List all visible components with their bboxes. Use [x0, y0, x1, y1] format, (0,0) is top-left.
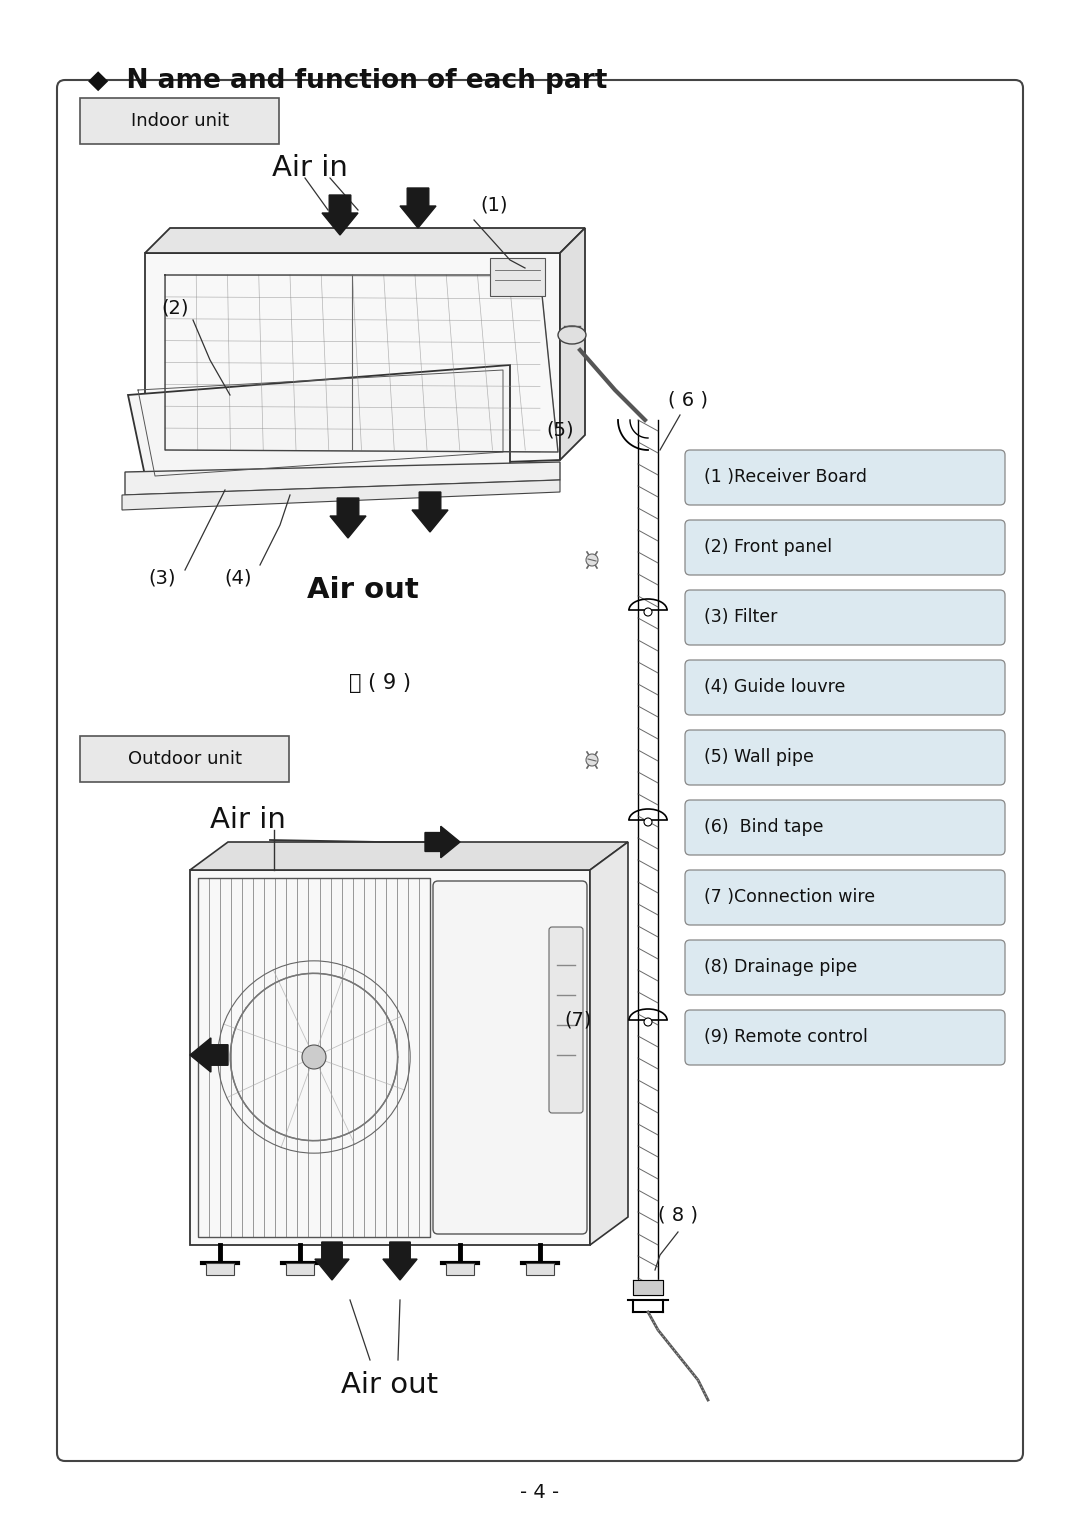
Text: ◆  N ame and function of each part: ◆ N ame and function of each part — [87, 69, 607, 95]
Polygon shape — [400, 188, 436, 228]
Polygon shape — [590, 842, 627, 1245]
Polygon shape — [122, 480, 561, 510]
Polygon shape — [190, 869, 590, 1245]
FancyBboxPatch shape — [685, 801, 1005, 856]
FancyBboxPatch shape — [685, 940, 1005, 995]
Polygon shape — [322, 196, 357, 235]
Text: Air in: Air in — [211, 805, 286, 834]
Polygon shape — [330, 498, 366, 538]
Text: Air in: Air in — [272, 154, 348, 182]
Circle shape — [302, 1045, 326, 1070]
Polygon shape — [633, 1280, 663, 1296]
Bar — [446, 1264, 474, 1274]
FancyBboxPatch shape — [80, 98, 279, 144]
Text: (7 )Connection wire: (7 )Connection wire — [704, 888, 875, 906]
Text: (4) Guide louvre: (4) Guide louvre — [704, 678, 846, 697]
FancyBboxPatch shape — [685, 730, 1005, 785]
Ellipse shape — [558, 325, 586, 344]
Polygon shape — [190, 842, 627, 869]
FancyBboxPatch shape — [685, 520, 1005, 575]
Bar — [286, 1264, 314, 1274]
FancyBboxPatch shape — [685, 869, 1005, 924]
FancyBboxPatch shape — [685, 660, 1005, 715]
Text: (3): (3) — [148, 568, 176, 587]
Text: - 4 -: - 4 - — [521, 1482, 559, 1502]
Text: (8) Drainage pipe: (8) Drainage pipe — [704, 958, 858, 976]
Circle shape — [586, 753, 598, 766]
Polygon shape — [129, 365, 510, 490]
Circle shape — [644, 817, 652, 827]
Text: (4): (4) — [225, 568, 252, 587]
Text: (1): (1) — [480, 196, 508, 214]
FancyBboxPatch shape — [685, 1010, 1005, 1065]
Text: (9) Remote control: (9) Remote control — [704, 1028, 868, 1047]
Text: Outdoor unit: Outdoor unit — [129, 750, 242, 769]
Polygon shape — [315, 1242, 349, 1280]
Polygon shape — [383, 1242, 417, 1280]
Text: (5) Wall pipe: (5) Wall pipe — [704, 749, 814, 767]
Polygon shape — [561, 228, 585, 460]
FancyBboxPatch shape — [80, 736, 289, 782]
Text: (2): (2) — [161, 298, 189, 318]
FancyBboxPatch shape — [57, 79, 1023, 1461]
Polygon shape — [426, 827, 460, 857]
Bar — [526, 1264, 554, 1274]
Polygon shape — [125, 461, 561, 495]
Bar — [198, 879, 430, 1238]
Text: Air out: Air out — [341, 1371, 438, 1400]
Text: (1 )Receiver Board: (1 )Receiver Board — [704, 469, 867, 486]
Circle shape — [586, 555, 598, 565]
Circle shape — [644, 1018, 652, 1025]
Circle shape — [644, 608, 652, 616]
Bar — [206, 1264, 234, 1274]
Text: (6)  Bind tape: (6) Bind tape — [704, 819, 824, 836]
FancyBboxPatch shape — [685, 451, 1005, 504]
Text: － ( 9 ): － ( 9 ) — [349, 672, 411, 694]
FancyBboxPatch shape — [433, 882, 588, 1235]
Text: (2) Front panel: (2) Front panel — [704, 538, 832, 556]
Text: ( 8 ): ( 8 ) — [658, 1206, 698, 1224]
FancyBboxPatch shape — [549, 927, 583, 1112]
Bar — [490, 258, 545, 296]
Text: ( 6 ): ( 6 ) — [669, 391, 708, 410]
Polygon shape — [145, 254, 561, 475]
Text: (7): (7) — [564, 1010, 592, 1030]
Polygon shape — [411, 492, 448, 532]
Text: (3) Filter: (3) Filter — [704, 608, 778, 626]
Polygon shape — [190, 1038, 228, 1073]
Text: (5): (5) — [546, 420, 573, 440]
FancyBboxPatch shape — [685, 590, 1005, 645]
Polygon shape — [145, 228, 585, 254]
Text: Air out: Air out — [307, 576, 419, 604]
Text: Indoor unit: Indoor unit — [131, 112, 229, 130]
